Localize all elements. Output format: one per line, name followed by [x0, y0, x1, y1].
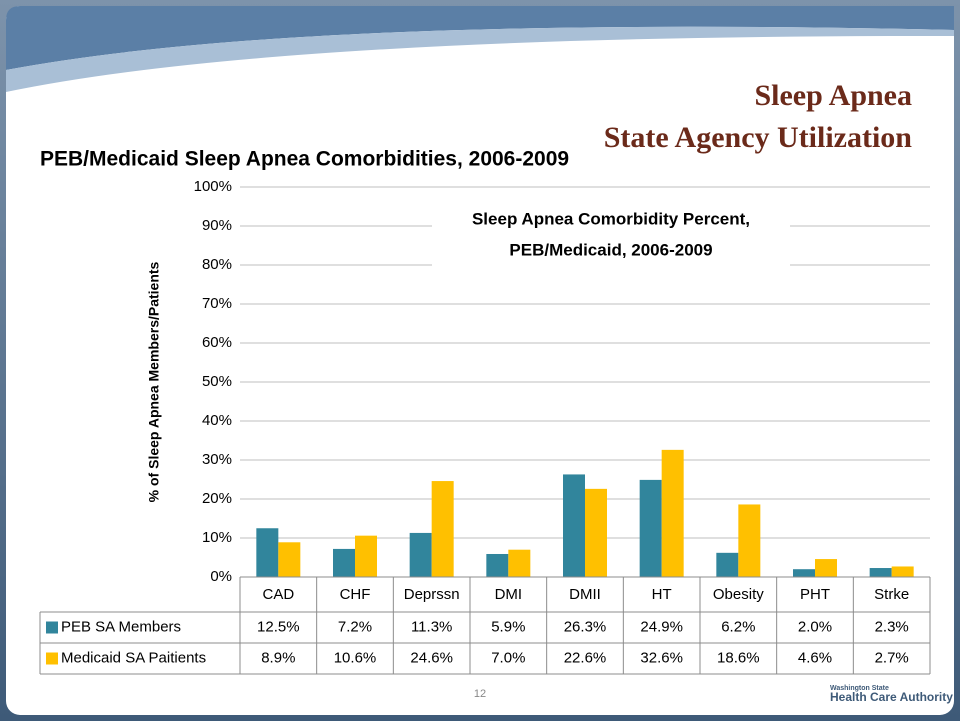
- bar: [563, 474, 585, 577]
- slide-title: State Agency Utilization: [604, 121, 913, 154]
- y-tick-label: 50%: [202, 373, 232, 390]
- table-value: 11.3%: [411, 618, 452, 635]
- inner-title: PEB/Medicaid, 2006-2009: [509, 240, 712, 259]
- y-tick-label: 10%: [202, 529, 232, 546]
- slide-title: Sleep Apnea: [754, 79, 912, 112]
- bar: [891, 566, 914, 577]
- chart-title: PEB/Medicaid Sleep Apnea Comorbidities, …: [40, 148, 569, 171]
- bar: [256, 528, 279, 577]
- bar: [508, 549, 531, 577]
- legend-label: Medicaid SA Paitients: [61, 649, 206, 666]
- table-value: 7.2%: [338, 618, 372, 635]
- table-value: 10.6%: [334, 649, 377, 666]
- bar: [355, 535, 377, 577]
- inner-title: Sleep Apnea Comorbidity Percent,: [472, 209, 750, 228]
- table-value: 2.3%: [875, 618, 909, 635]
- bar: [661, 449, 684, 577]
- bar: [486, 553, 509, 577]
- x-tick-label: PHT: [800, 586, 830, 603]
- x-tick-label: DMII: [569, 586, 601, 603]
- bar: [815, 559, 837, 577]
- legend-label: PEB SA Members: [61, 618, 181, 635]
- bar: [431, 481, 454, 577]
- y-tick-label: 30%: [202, 451, 232, 468]
- table-value: 6.2%: [721, 618, 755, 635]
- table-value: 5.9%: [491, 618, 525, 635]
- y-axis-label: % of Sleep Apnea Members/Patients: [146, 261, 162, 502]
- y-tick-label: 90%: [202, 217, 232, 234]
- table-value: 4.6%: [798, 649, 832, 666]
- bar: [639, 479, 662, 577]
- bar: [585, 488, 607, 577]
- logo: Health Care Authority: [830, 690, 953, 704]
- y-tick-label: 80%: [202, 256, 232, 273]
- table-value: 2.0%: [798, 618, 832, 635]
- logo: Washington State: [830, 685, 889, 692]
- y-tick-label: 20%: [202, 490, 232, 507]
- x-tick-label: CAD: [262, 586, 294, 603]
- table-value: 26.3%: [564, 618, 607, 635]
- table-value: 8.9%: [261, 649, 295, 666]
- y-tick-label: 40%: [202, 412, 232, 429]
- table-value: 22.6%: [564, 649, 607, 666]
- y-tick-label: 70%: [202, 295, 232, 312]
- table-value: 32.6%: [640, 649, 683, 666]
- bar: [278, 542, 301, 577]
- bar: [716, 552, 739, 577]
- y-tick-label: 60%: [202, 334, 232, 351]
- bar: [738, 504, 761, 577]
- table-value: 7.0%: [491, 649, 525, 666]
- page-number: 12: [474, 688, 486, 700]
- y-tick-label: 100%: [194, 178, 232, 195]
- y-tick-label: 0%: [210, 568, 232, 585]
- x-tick-label: Deprssn: [404, 586, 460, 603]
- x-tick-label: HT: [652, 586, 672, 603]
- swoosh-light: [6, 26, 954, 92]
- inner-title-box: [432, 204, 790, 268]
- x-tick-label: DMI: [495, 586, 523, 603]
- bar: [793, 569, 815, 577]
- x-tick-label: CHF: [340, 586, 371, 603]
- table-value: 12.5%: [257, 618, 300, 635]
- x-tick-label: Obesity: [713, 586, 764, 603]
- legend-swatch: [46, 652, 58, 665]
- bar: [409, 532, 432, 577]
- legend-swatch: [46, 621, 58, 634]
- table-value: 24.9%: [640, 618, 683, 635]
- x-tick-label: Strke: [874, 586, 909, 603]
- table-value: 24.6%: [410, 649, 453, 666]
- table-value: 2.7%: [875, 649, 909, 666]
- plot: 0% 10% 20% 30% 40% 50% 60% 70% 80% 90% 100% CAD 12.5…: [39, 178, 931, 675]
- bar: [333, 548, 355, 577]
- bar: [869, 568, 892, 577]
- swoosh: [6, 6, 954, 70]
- table-value: 18.6%: [717, 649, 760, 666]
